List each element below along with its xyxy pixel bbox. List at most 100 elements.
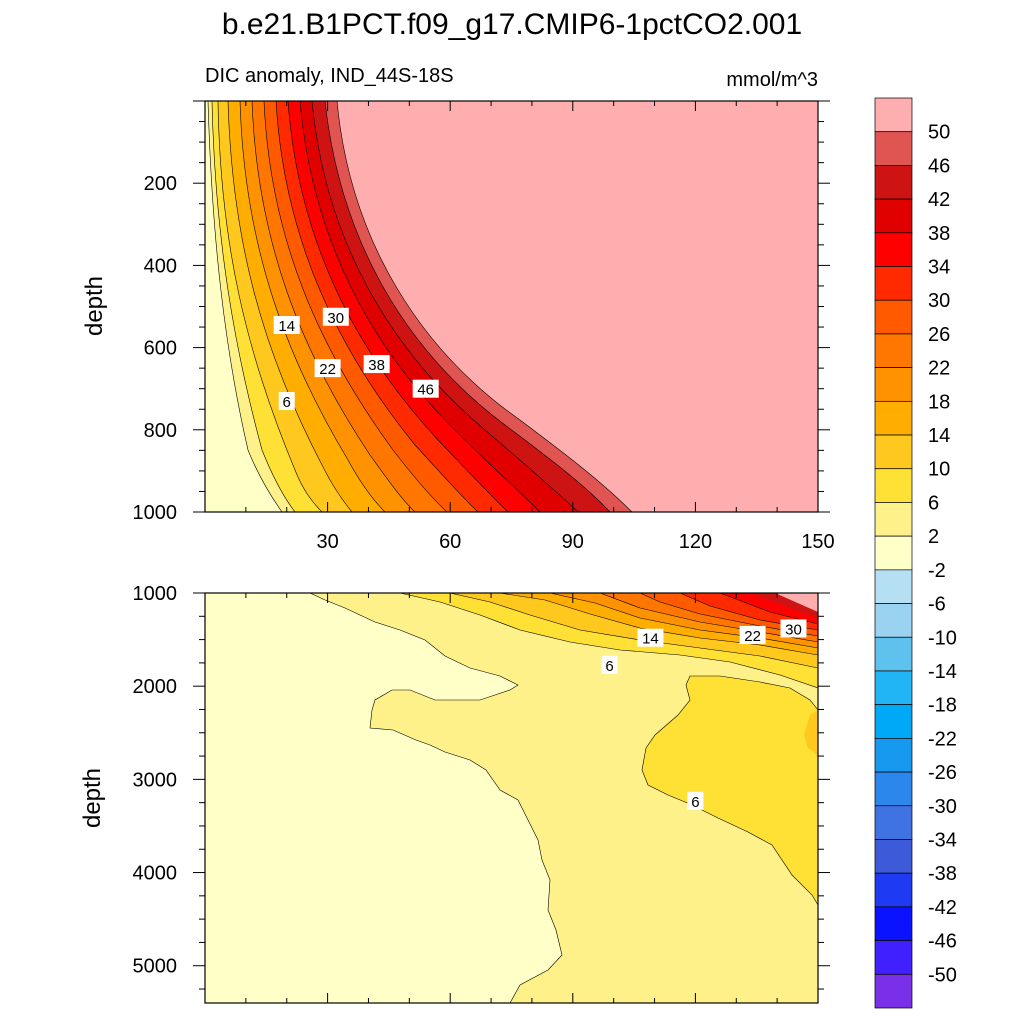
contour-label: 6 <box>605 658 613 675</box>
colorbar-label: 14 <box>928 425 950 447</box>
contour-label: 38 <box>368 357 385 374</box>
colorbar-swatch <box>874 569 913 604</box>
contour-label-box <box>314 359 341 378</box>
colorbar-label: -26 <box>928 762 957 784</box>
lower-axes: 1000 2000 3000 4000 5000 <box>133 583 830 1003</box>
fill-level-50 <box>775 593 818 612</box>
lower-contour-labels: 14 22 30 6 6 <box>601 619 807 811</box>
colorbar-swatch <box>874 973 913 1009</box>
colorbar-label: 50 <box>928 122 950 144</box>
colorbar-swatch <box>874 738 913 773</box>
colorbar-label: 46 <box>928 155 950 177</box>
contour-label: 30 <box>785 621 802 638</box>
colorbar-swatch <box>874 535 913 571</box>
fill-level-10-lower <box>804 710 818 758</box>
y-tick-label: 600 <box>144 338 177 360</box>
colorbar-label: -42 <box>928 897 957 919</box>
contour-label-box <box>363 355 390 374</box>
y-tick-label: 200 <box>144 173 177 195</box>
colorbar-swatch <box>874 704 913 739</box>
colorbar-label: -2 <box>928 560 946 582</box>
upper-axes: 30 60 90 120 150 200 400 600 800 1000 <box>133 100 835 553</box>
colorbar-label: -50 <box>928 964 957 986</box>
colorbar-label: 38 <box>928 223 950 245</box>
contour-label-box <box>273 315 300 334</box>
fill-level-minus2 <box>205 101 282 512</box>
colorbar-label: -6 <box>928 594 946 616</box>
colorbar-swatch <box>874 131 913 166</box>
contour-label: 14 <box>642 631 659 648</box>
y-tick-label: 5000 <box>133 956 178 978</box>
y-tick-label: 2000 <box>133 676 178 698</box>
contour-label-box <box>322 307 349 326</box>
contour-label-box <box>637 628 664 647</box>
y-tick-label: 800 <box>144 420 177 442</box>
colorbar-label: 10 <box>928 459 950 481</box>
colorbar-swatch <box>874 165 913 200</box>
colorbar-label: 26 <box>928 324 950 346</box>
contour-label: 6 <box>283 394 291 411</box>
colorbar-label: -46 <box>928 931 957 953</box>
colorbar-swatch <box>874 839 913 874</box>
colorbar-swatch <box>874 636 913 672</box>
colorbar-label: 18 <box>928 391 950 413</box>
colorbar-label: 30 <box>928 290 950 312</box>
colorbar-label: -18 <box>928 695 957 717</box>
contour-label-box <box>278 392 295 411</box>
colorbar-label: -14 <box>928 661 957 683</box>
colorbar-swatch <box>874 906 913 941</box>
colorbar: 50 46 42 38 34 30 26 22 18 14 10 6 2 -2 -6 -10 -14 -18 -22… <box>874 97 957 1009</box>
x-tick-label: 30 <box>316 531 338 553</box>
y-tick-label: 1000 <box>133 502 178 524</box>
colorbar-label: 6 <box>928 492 939 514</box>
contour-label-box <box>780 619 807 638</box>
colorbar-swatch <box>874 400 913 436</box>
colorbar-swatch <box>874 333 913 368</box>
figure-title: b.e21.B1PCT.f09_g17.CMIP6-1pctCO2.001 <box>222 8 802 41</box>
colorbar-swatch <box>874 940 913 975</box>
colorbar-label: -22 <box>928 728 957 750</box>
y-tick-label: 4000 <box>133 863 178 885</box>
lower-panel: 1000 2000 3000 4000 5000 14 22 30 6 6 depth <box>79 583 830 1004</box>
colorbar-label: -30 <box>928 796 957 818</box>
colorbar-swatch <box>874 872 913 908</box>
colorbar-swatch <box>874 603 913 638</box>
colorbar-label: 22 <box>928 358 950 380</box>
y-tick-label: 1000 <box>133 583 178 605</box>
lower-y-axis-label: depth <box>79 768 106 828</box>
colorbar-swatch <box>874 266 913 301</box>
upper-contour-lines <box>207 101 633 512</box>
colorbar-swatch <box>874 468 913 503</box>
lower-plot-frame <box>204 592 819 1004</box>
colorbar-label: 2 <box>928 526 939 548</box>
panel-units: mmol/m^3 <box>726 69 818 91</box>
contour-label-box <box>739 625 766 644</box>
contour-label: 14 <box>278 318 295 335</box>
colorbar-swatch <box>874 299 913 335</box>
colorbar-label: 34 <box>928 257 950 279</box>
contour-label: 22 <box>319 361 336 378</box>
upper-contour-labels: 14 30 22 38 46 6 <box>273 307 439 411</box>
upper-contour-fill <box>205 101 818 512</box>
lower-contour-lines <box>309 593 818 1003</box>
upper-y-axis-label: depth <box>81 276 108 336</box>
colorbar-swatch <box>874 670 913 706</box>
x-tick-label: 90 <box>562 531 584 553</box>
contour-label: 6 <box>691 794 699 811</box>
contour-label: 46 <box>417 382 434 399</box>
upper-panel: DIC anomaly, IND_44S-18S mmol/m^3 30 60 90… <box>81 65 835 553</box>
colorbar-label: -34 <box>928 829 957 851</box>
contour-label-box <box>412 379 439 398</box>
contour-label-box <box>687 791 704 810</box>
colorbar-swatch <box>874 502 913 537</box>
contour-label: 30 <box>327 310 344 327</box>
x-tick-label: 60 <box>439 531 461 553</box>
y-tick-label: 400 <box>144 255 177 277</box>
colorbar-label: -10 <box>928 627 957 649</box>
colorbar-swatch <box>874 367 913 402</box>
y-tick-label: 3000 <box>133 769 178 791</box>
colorbar-swatch <box>874 771 913 807</box>
x-tick-label: 120 <box>679 531 712 553</box>
colorbar-swatch <box>874 198 913 234</box>
